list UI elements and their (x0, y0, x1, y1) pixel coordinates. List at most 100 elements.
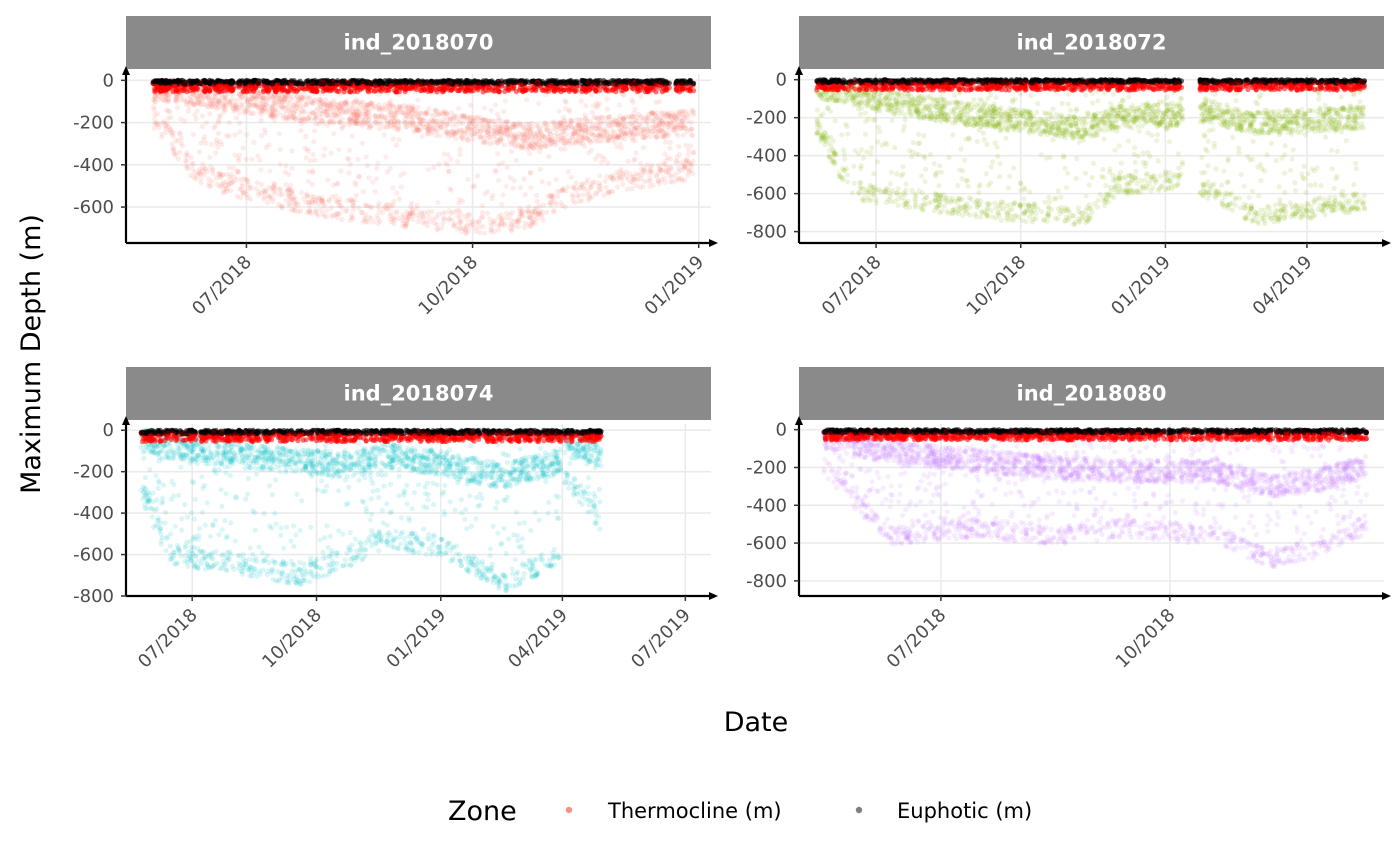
data-point (165, 108, 171, 114)
data-point (189, 161, 195, 167)
data-point (318, 97, 324, 103)
data-point (233, 115, 239, 121)
data-point (571, 130, 578, 136)
data-point (909, 154, 915, 160)
data-point (1059, 100, 1065, 106)
thermocline-point (314, 89, 320, 95)
dive-depth-points (150, 77, 697, 237)
data-point (518, 185, 524, 191)
data-point (272, 113, 278, 119)
data-point (638, 166, 644, 172)
data-point (653, 99, 659, 105)
data-point (285, 186, 291, 192)
euphotic-point (673, 80, 679, 86)
data-point (310, 152, 316, 158)
data-point (368, 101, 374, 107)
data-point (528, 185, 534, 191)
thermocline-point (227, 85, 233, 91)
data-point (223, 107, 229, 113)
data-point (415, 97, 421, 103)
euphotic-point (440, 78, 447, 84)
data-point (319, 211, 325, 217)
data-point (266, 185, 272, 191)
data-point (529, 140, 535, 146)
data-point (876, 129, 883, 135)
data-point (409, 114, 415, 120)
data-point (291, 110, 297, 116)
data-point (261, 196, 267, 202)
data-point (521, 133, 527, 139)
data-point (683, 142, 689, 148)
data-point (151, 125, 157, 131)
data-point (580, 136, 587, 142)
data-point (291, 114, 297, 120)
euphotic-point (227, 79, 233, 85)
data-point (500, 192, 506, 198)
data-point (471, 183, 477, 189)
thermocline-point (217, 88, 223, 94)
data-point (1046, 194, 1052, 200)
data-point (360, 105, 366, 111)
data-point (642, 135, 648, 141)
data-point (226, 133, 232, 139)
data-point (259, 181, 265, 188)
data-point (353, 97, 359, 103)
data-point (539, 179, 545, 185)
data-point (460, 198, 466, 204)
data-point (1083, 92, 1089, 98)
euphotic-point (678, 80, 685, 86)
data-point (240, 145, 246, 151)
data-point (599, 138, 605, 144)
data-point (442, 125, 448, 132)
data-point (354, 121, 360, 127)
data-point (426, 106, 432, 112)
data-point (585, 177, 591, 183)
data-point (599, 127, 605, 133)
thermocline-point (617, 83, 623, 90)
data-point (525, 209, 532, 215)
thermocline-point (202, 88, 208, 94)
euphotic-point (567, 78, 574, 84)
data-point (522, 224, 528, 231)
data-point (496, 227, 502, 233)
data-point (457, 146, 463, 152)
data-point (354, 115, 360, 121)
data-point (681, 165, 687, 171)
thermocline-point (299, 85, 305, 91)
data-point (593, 126, 599, 132)
euphotic-point (491, 80, 497, 86)
data-point (479, 203, 486, 209)
data-point (435, 200, 441, 206)
data-point (436, 161, 442, 167)
data-point (281, 97, 288, 103)
data-point (279, 191, 285, 197)
data-point (354, 112, 360, 118)
thermocline-point (529, 87, 535, 93)
data-point (299, 190, 305, 196)
thermocline-point (385, 87, 391, 93)
thermocline-point (356, 85, 362, 91)
data-point (153, 99, 159, 105)
y-tick-label: 0 (103, 70, 114, 91)
y-tick-label: -600 (73, 197, 114, 218)
euphotic-point (458, 78, 464, 84)
data-point (536, 100, 542, 107)
data-point (222, 94, 228, 100)
data-point (277, 146, 283, 153)
data-point (583, 128, 589, 134)
data-point (270, 107, 276, 113)
euphotic-point (581, 78, 587, 84)
data-point (510, 185, 516, 191)
data-point (401, 110, 407, 116)
data-point (156, 124, 162, 131)
data-point (370, 105, 376, 111)
data-point (511, 178, 517, 184)
data-point (393, 142, 399, 148)
data-point (457, 225, 463, 231)
data-point (653, 134, 659, 140)
euphotic-point (310, 80, 316, 87)
data-point (617, 141, 624, 147)
data-point (689, 132, 695, 138)
data-point (356, 174, 363, 180)
euphotic-point (510, 80, 516, 86)
